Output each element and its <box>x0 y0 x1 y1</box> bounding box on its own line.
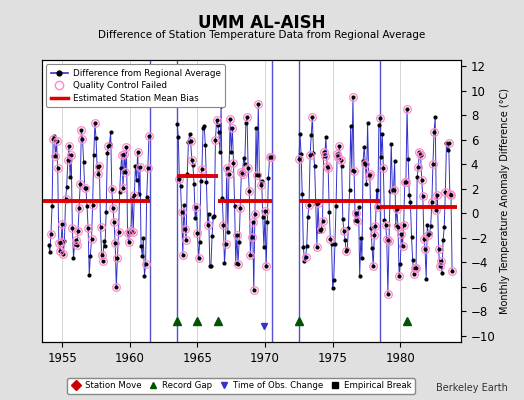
Text: UMM AL-AISH: UMM AL-AISH <box>198 14 326 32</box>
Legend: Difference from Regional Average, Quality Control Failed, Estimated Station Mean: Difference from Regional Average, Qualit… <box>46 64 225 107</box>
Text: Berkeley Earth: Berkeley Earth <box>436 383 508 393</box>
Text: Difference of Station Temperature Data from Regional Average: Difference of Station Temperature Data f… <box>99 30 425 40</box>
Y-axis label: Monthly Temperature Anomaly Difference (°C): Monthly Temperature Anomaly Difference (… <box>500 88 510 314</box>
Legend: Station Move, Record Gap, Time of Obs. Change, Empirical Break: Station Move, Record Gap, Time of Obs. C… <box>67 378 415 394</box>
